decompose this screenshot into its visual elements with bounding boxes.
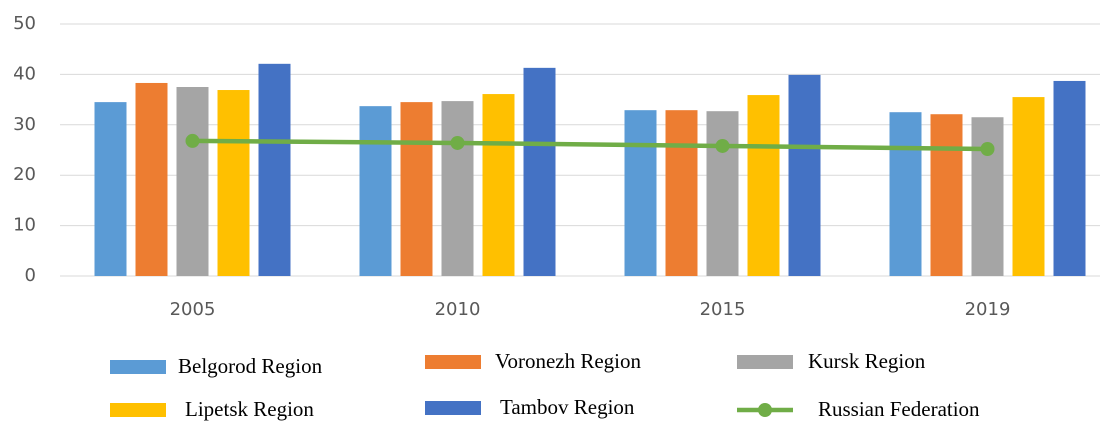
bar — [258, 63, 291, 277]
bar — [971, 117, 1004, 277]
bar — [665, 110, 698, 277]
bar — [1053, 80, 1086, 277]
bar — [706, 111, 739, 276]
bar — [788, 74, 821, 277]
bar — [930, 114, 963, 276]
y-tick-label: 0 — [25, 265, 36, 286]
bar — [94, 102, 127, 277]
line-marker — [185, 133, 200, 148]
bar — [523, 67, 556, 277]
legend-swatch — [110, 403, 166, 417]
legend-swatch — [425, 355, 481, 369]
x-tick-label: 2019 — [965, 299, 1011, 320]
bar — [889, 112, 922, 276]
legend-swatch — [110, 360, 166, 374]
y-tick-label: 30 — [13, 114, 36, 135]
legend-label: Belgorod Region — [178, 354, 323, 378]
bar — [441, 101, 474, 276]
legend-swatch — [737, 355, 793, 369]
legend-label: Kursk Region — [808, 349, 926, 373]
legend-label: Tambov Region — [500, 395, 635, 419]
y-tick-label: 50 — [13, 13, 36, 34]
legend-label: Russian Federation — [818, 397, 980, 421]
x-tick-label: 2010 — [435, 299, 481, 320]
x-tick-label: 2005 — [170, 299, 216, 320]
bar — [400, 102, 433, 277]
y-tick-label: 10 — [13, 215, 36, 236]
line — [192, 138, 988, 152]
line-marker — [450, 135, 465, 150]
bar — [1012, 97, 1045, 276]
y-tick-label: 40 — [13, 63, 36, 84]
bar — [747, 95, 780, 277]
bar — [482, 94, 515, 276]
bar — [624, 110, 657, 277]
legend-swatch — [425, 401, 481, 415]
line-marker — [715, 138, 730, 153]
legend-swatch — [758, 403, 772, 417]
legend-label: Lipetsk Region — [185, 397, 314, 421]
bar — [176, 87, 209, 276]
line-marker — [980, 141, 995, 156]
x-tick-label: 2015 — [700, 299, 746, 320]
y-tick-label: 20 — [13, 164, 36, 185]
bar — [217, 90, 250, 276]
bar — [359, 106, 392, 276]
bar — [135, 82, 168, 276]
legend-label: Voronezh Region — [495, 349, 642, 373]
